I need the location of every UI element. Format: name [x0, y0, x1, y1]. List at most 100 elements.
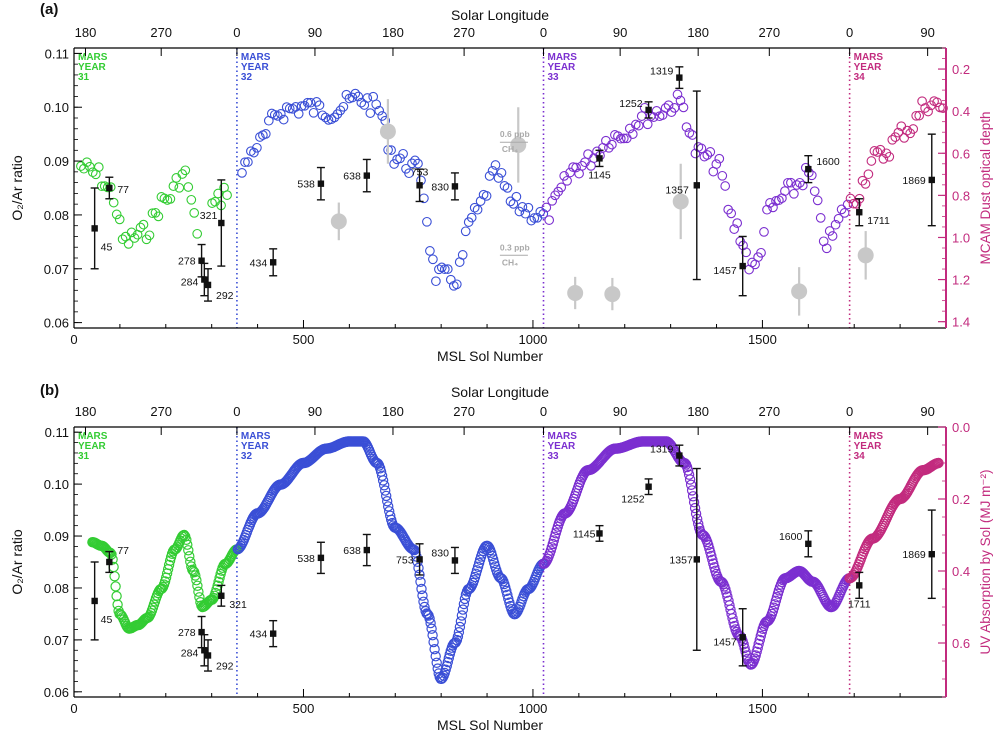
panel-label: (b): [40, 382, 59, 399]
top-tick-label: 90: [308, 25, 322, 40]
mars-year-label: MARS YEAR 31: [78, 52, 108, 83]
sam-point: [204, 281, 212, 289]
dust-optical-depth-point: [720, 181, 731, 191]
dust-optical-depth-point: [469, 202, 480, 213]
uv-absorption-point: [685, 479, 697, 490]
x-tick-label: 0: [70, 701, 77, 716]
uv-absorption-point: [190, 570, 201, 581]
dust-optical-depth-point: [884, 151, 895, 162]
sam-point-label: 77: [117, 184, 129, 196]
y2-tick-label: 0.0: [952, 420, 970, 435]
dust-optical-depth-point: [806, 170, 817, 181]
dust-optical-depth-point: [839, 208, 850, 218]
dust-optical-depth-point: [296, 101, 307, 111]
dust-optical-depth-point: [386, 145, 396, 155]
dust-optical-depth-point: [502, 183, 513, 193]
sam-point-label: 830: [431, 181, 449, 193]
mars-year-label-line: YEAR: [548, 62, 577, 73]
mars-year-label-line: 31: [78, 451, 90, 462]
sam-point: [91, 597, 98, 605]
dust-optical-depth-point: [135, 222, 146, 233]
dust-optical-depth-point: [681, 122, 692, 132]
top-tick-label: 180: [687, 25, 709, 40]
methane-series: 0.6 ppb CH₄ 0.3 ppb CH₄: [330, 99, 874, 316]
uv-absorption-point: [706, 550, 717, 562]
methane-point: [791, 283, 808, 300]
dust-optical-depth-point: [353, 91, 364, 102]
dust-optical-depth-point: [493, 173, 504, 183]
dust-optical-depth-point: [407, 158, 417, 169]
dust-optical-depth-point: [642, 119, 653, 130]
uv-absorption-point: [428, 636, 439, 648]
dust-optical-depth-point: [466, 212, 477, 223]
uv-absorption-point: [105, 547, 116, 559]
dust-optical-depth-point: [108, 197, 119, 208]
dust-optical-depth-point: [255, 132, 265, 142]
uv-absorption-point: [693, 518, 704, 530]
dust-optical-depth-point: [663, 100, 674, 111]
y2-tick-label: 0.6: [952, 636, 970, 651]
top-tick-label: 90: [920, 25, 934, 40]
uv-absorption-point: [213, 576, 224, 588]
sam-point: [805, 540, 812, 548]
uv-absorption-point: [382, 496, 393, 507]
uv-absorption-point: [111, 590, 122, 602]
dust-optical-depth-point: [237, 168, 247, 178]
sam-point-label: 292: [216, 290, 234, 302]
methane-point: [567, 285, 584, 301]
uv-absorption-point: [182, 539, 193, 550]
uv-absorption-point: [449, 637, 460, 649]
sam-point-label: 830: [431, 547, 449, 559]
dust-optical-depth-point: [672, 89, 683, 100]
sam-point-label: 434: [250, 629, 268, 641]
sam-point: [676, 74, 683, 81]
top-tick-label: 180: [382, 25, 404, 40]
dust-optical-depth-point: [275, 109, 286, 119]
sam-point-label: 1600: [779, 531, 803, 543]
dust-optical-depth-point: [824, 226, 835, 236]
sam-point-label: 292: [216, 660, 234, 672]
dust-optical-depth-point: [613, 131, 623, 141]
y-tick-label: 0.06: [44, 685, 69, 700]
uv-absorption-point: [191, 575, 202, 586]
sam-point: [363, 546, 371, 554]
uv-absorption-point: [379, 480, 390, 491]
sam-point: [317, 554, 325, 562]
sam-point-label: 1252: [621, 494, 645, 506]
dust-optical-depth-point: [923, 106, 933, 117]
dust-optical-depth-point: [114, 214, 125, 225]
dust-optical-depth-point: [809, 186, 820, 197]
sam-point-label: 278: [178, 627, 196, 639]
dust-optical-depth-point: [615, 133, 626, 144]
uv-absorption-point: [739, 642, 750, 654]
dust-optical-depth-point: [436, 262, 447, 273]
uv-absorption-point: [501, 585, 512, 597]
dust-optical-depth-point: [741, 247, 751, 258]
top-tick-label: 90: [920, 404, 934, 419]
uv-absorption-point: [417, 590, 428, 601]
mars-year-label-line: 31: [78, 72, 90, 83]
sam-point: [451, 183, 459, 190]
uv-absorption-point: [385, 510, 396, 521]
y2-tick-label: 0.4: [952, 564, 970, 579]
sam-point: [596, 530, 603, 537]
dust-optical-depth-point: [568, 162, 578, 172]
dust-optical-depth-point: [911, 110, 922, 121]
mars-year-label: MARS YEAR 33: [548, 52, 578, 83]
dust-optical-depth-point: [556, 182, 567, 193]
dust-optical-depth-point: [183, 182, 194, 192]
uv-absorption-point: [753, 638, 764, 650]
sam-point-label: 45: [101, 241, 113, 253]
top-tick-label: 180: [382, 404, 404, 419]
sam-point: [201, 276, 208, 283]
dust-optical-depth-point: [848, 198, 859, 209]
uv-absorption-point: [381, 490, 392, 502]
dust-optical-depth-point: [717, 170, 728, 181]
top-tick-label: 0: [540, 404, 547, 419]
dust-optical-depth-point: [484, 171, 495, 181]
sam-point-label: 1869: [902, 175, 926, 187]
uv-absorption-point: [415, 576, 426, 588]
dust-optical-depth-point: [830, 219, 841, 230]
dust-optical-depth-point: [618, 133, 629, 144]
